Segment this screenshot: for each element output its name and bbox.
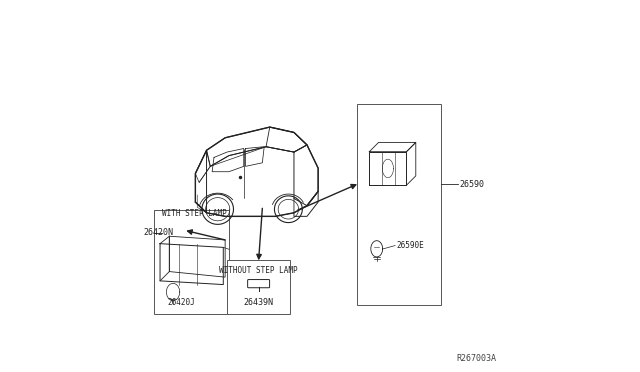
Text: 26420J: 26420J <box>168 298 195 307</box>
Bar <box>154 210 229 314</box>
Text: R267003A: R267003A <box>457 354 497 363</box>
Text: 26590E: 26590E <box>396 241 424 250</box>
Text: 26590: 26590 <box>460 180 484 189</box>
Text: 26439N: 26439N <box>244 298 274 307</box>
Text: WITHOUT STEP LAMP: WITHOUT STEP LAMP <box>220 266 298 275</box>
Bar <box>227 260 291 314</box>
Text: 26420N: 26420N <box>143 228 173 237</box>
Text: WITH STEP LAMP: WITH STEP LAMP <box>162 209 227 218</box>
Bar <box>357 104 441 305</box>
FancyBboxPatch shape <box>248 280 269 288</box>
